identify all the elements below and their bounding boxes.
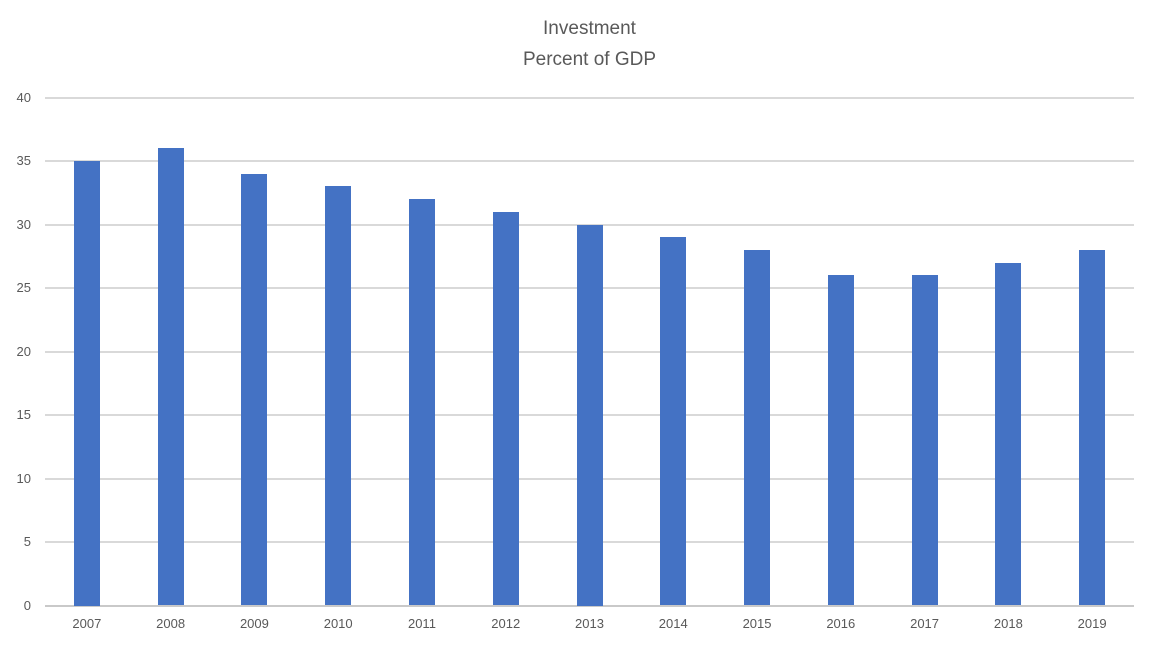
gridline-0 [45,604,1134,607]
x-tick-label-2013: 2013 [575,616,604,631]
x-tick-label-2017: 2017 [910,616,940,631]
x-tick-label-2008: 2008 [156,616,186,631]
bar-2007 [73,161,100,606]
bar-2014 [660,237,687,606]
y-tick-label-5: 5 [23,534,31,549]
bar-2009 [241,173,268,606]
chart-title-line1: Investment [543,18,636,39]
gridline-40 [45,96,1134,99]
x-tick-label-2010: 2010 [323,616,353,631]
x-tick-label-2018: 2018 [993,616,1023,631]
y-tick-label-35: 35 [16,153,31,168]
y-tick-label-15: 15 [16,407,31,422]
bar-2010 [325,186,352,606]
x-tick-label-2009: 2009 [239,616,269,631]
gridline-35 [45,160,1134,162]
chart-title-line2: Percent of GDP [522,49,657,70]
bar-2018 [995,262,1022,606]
bar-2019 [1079,249,1106,606]
y-tick-label-25: 25 [16,280,31,295]
x-tick-label-2012: 2012 [491,616,521,631]
bar-2016 [827,275,854,606]
x-tick-label-2015: 2015 [742,616,772,631]
x-tick-label-2014: 2014 [658,616,688,631]
y-tick-label-10: 10 [16,470,31,486]
bar-2011 [408,199,435,606]
y-tick-label-40: 40 [16,89,31,105]
bar-2008 [157,148,184,606]
x-tick-label-2007: 2007 [72,616,102,631]
x-tick-label-2019: 2019 [1077,616,1107,631]
x-tick-label-2016: 2016 [826,616,856,631]
chart-title: Investment Percent of GDP [45,13,1134,75]
bar-2015 [744,249,771,606]
bar-2012 [492,211,519,606]
y-tick-label-0: 0 [23,597,31,613]
bar-2013 [576,224,603,606]
bar-2017 [911,275,938,606]
y-tick-label-30: 30 [16,216,31,232]
x-tick-label-2011: 2011 [407,616,436,631]
y-tick-label-20: 20 [16,343,31,359]
